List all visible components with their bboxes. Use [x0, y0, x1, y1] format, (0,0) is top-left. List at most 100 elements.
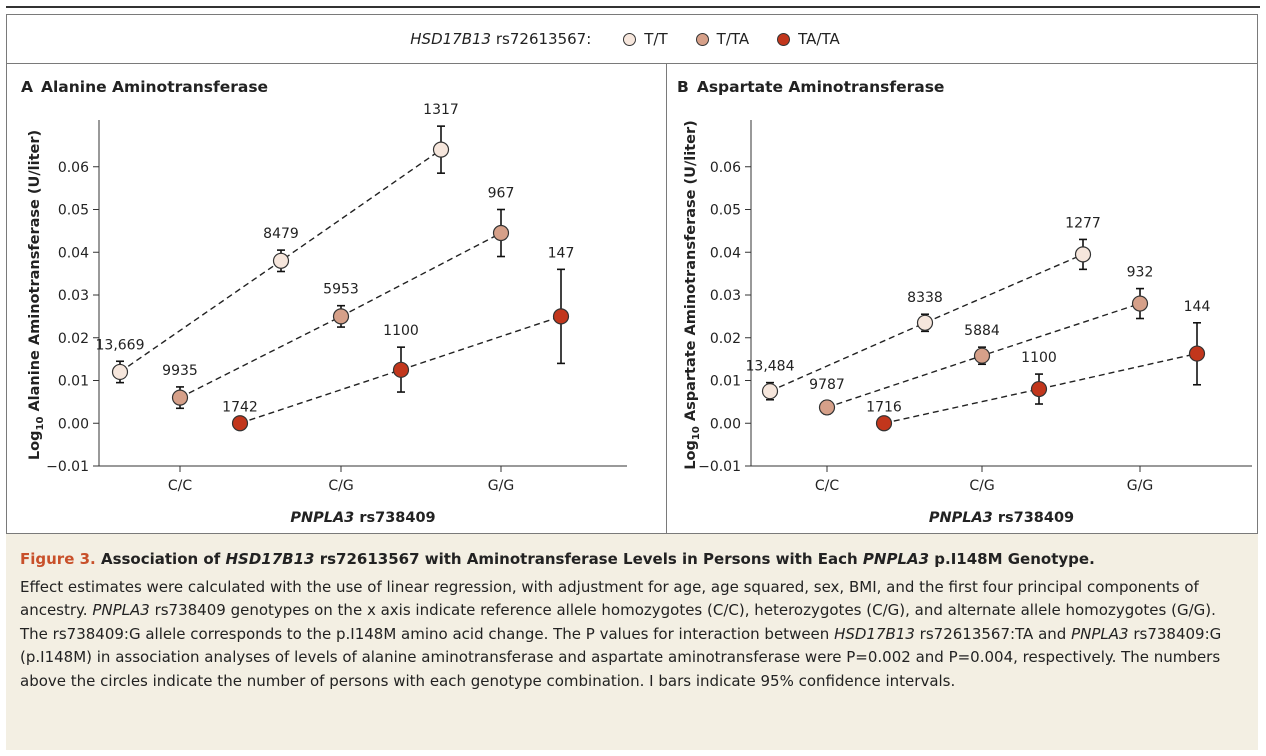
caption-title-gene: HSD17B13: [225, 550, 315, 568]
panel-a-count-label: 8479: [263, 226, 299, 242]
legend-label-tata: TA/TA: [798, 30, 840, 48]
panel-a-y-tick-label: 0.06: [58, 160, 89, 176]
panel-b-data-point: [875, 415, 893, 432]
panel-a-x-tick-label: G/G: [488, 478, 514, 494]
panel-a-count-label: 967: [488, 186, 515, 202]
panel-a-x-tick-label: C/C: [168, 478, 192, 494]
legend-title-snp: rs72613567:: [495, 30, 592, 48]
panel-a-y-tick-label: −0.01: [46, 459, 89, 475]
panel-b-x-label-gene: PNPLA3: [929, 510, 993, 526]
top-rule: [6, 6, 1260, 8]
panel-a-count-label: 1317: [423, 102, 459, 118]
legend-item-tata: TA/TA: [777, 30, 840, 48]
panel-b-y-tick-label: −0.01: [698, 459, 741, 475]
legend-label-tt: T/T: [644, 30, 668, 48]
panel-a-data-point: [492, 224, 510, 242]
panel-b-count-label: 144: [1184, 299, 1211, 315]
figure-caption: Figure 3. Association of HSD17B13 rs7261…: [6, 534, 1258, 750]
caption-body-part: rs738409 genotypes on the x axis indicat…: [20, 601, 1216, 643]
panel-b-y-tick-label: 0.06: [710, 160, 741, 176]
caption-title-part: Association of: [95, 550, 226, 568]
panel-a-x-label-snp: rs738409: [354, 510, 435, 526]
panel-b-y-label-sub: 10: [691, 426, 702, 440]
legend: HSD17B13 rs72613567: T/T T/TA TA/TA: [7, 15, 1257, 64]
panel-divider: [666, 63, 667, 533]
panel-a-data-point: [272, 252, 290, 269]
panel-b-y-tick-label: 0.02: [710, 331, 741, 347]
panel-b-series-line: [883, 352, 1198, 424]
panel-a-y-tick-label: 0.01: [58, 374, 89, 390]
panel-b-y-tick-label: 0.05: [710, 203, 741, 219]
panel-b-chart: B Aspartate Aminotransferase −0.01 0.00 0.01…: [677, 78, 1252, 526]
panel-a-x-label: PNPLA3 rs738409: [290, 510, 435, 526]
panel-b-data-point: [761, 383, 779, 400]
panel-b-count-label: 8338: [907, 290, 943, 306]
panel-a-data-point: [392, 361, 410, 378]
panel-a-x-label-gene: PNPLA3: [290, 510, 354, 526]
figure-frame: HSD17B13 rs72613567: T/T T/TA TA/TA A Ala…: [6, 14, 1258, 534]
panel-b-count-label: 13,484: [746, 359, 795, 375]
legend-marker-tata: [777, 32, 791, 46]
panel-b-data-point: [916, 314, 934, 331]
caption-title-part: p.I148M Genotype.: [929, 550, 1095, 568]
panel-a-y-tick-label: 0.05: [58, 203, 89, 219]
panel-b-y-tick-label: 0.00: [710, 416, 741, 432]
panel-a-title-text: Alanine Aminotransferase: [41, 78, 268, 96]
panel-b-y-label-rest: Aspartate Aminotransferase (U/liter): [683, 120, 699, 426]
panel-a-count-label: 5953: [323, 282, 359, 298]
panel-b-x-tick-label: G/G: [1127, 478, 1153, 494]
legend-item-tta: T/TA: [695, 30, 750, 48]
panel-a-y-label-prefix: Log: [27, 431, 43, 461]
panel-a-y-label-rest: Alanine Aminotransferase (U/liter): [27, 130, 43, 417]
caption-title: Figure 3. Association of HSD17B13 rs7261…: [20, 548, 1244, 572]
panel-b-count-label: 1100: [1021, 350, 1057, 366]
panel-b-y-tick-label: 0.03: [710, 288, 741, 304]
panel-a-title: A Alanine Aminotransferase: [21, 78, 268, 96]
caption-body-gene: PNPLA3: [1071, 624, 1129, 643]
panel-a-count-label: 13,669: [96, 337, 145, 353]
panel-b-data-point: [1074, 246, 1092, 263]
panel-b-data-point: [1131, 295, 1149, 312]
caption-body: Effect estimates were calculated with th…: [20, 576, 1244, 694]
panel-b-count-label: 1716: [866, 399, 902, 415]
panel-a-data-point: [111, 363, 129, 381]
panel-b-data-point: [818, 399, 836, 416]
legend-marker-tta: [695, 32, 709, 46]
panel-a-data-point: [432, 141, 450, 158]
legend-item-tt: T/T: [623, 30, 668, 48]
panel-b-x-label: PNPLA3 rs738409: [929, 510, 1074, 526]
caption-body-part: Effect estimates were calculated with th…: [20, 577, 1199, 620]
panel-a-data-point: [552, 308, 570, 325]
panel-a-data-point: [332, 308, 350, 325]
panel-a-letter: A: [21, 78, 33, 96]
panel-a-y-tick-label: 0.00: [58, 416, 89, 432]
caption-body-gene: PNPLA3: [92, 601, 150, 619]
panel-a-data-point: [171, 389, 189, 406]
panel-a-count-label: 1100: [383, 323, 419, 339]
panel-a-chart: A Alanine Aminotransferase −0.01 0.00 0.01 0.…: [21, 78, 627, 526]
panel-b-y-tick-label: 0.01: [710, 374, 741, 390]
legend-marker-tt: [623, 32, 637, 46]
legend-title-gene: HSD17B13: [410, 30, 492, 48]
panel-b-x-tick-label: C/C: [815, 478, 839, 494]
panel-a-x-tick-label: C/G: [328, 478, 353, 494]
caption-title-gene: PNPLA3: [862, 550, 930, 568]
legend-title: HSD17B13 rs72613567:: [410, 30, 591, 48]
panel-b-count-label: 932: [1127, 265, 1154, 281]
panel-a-y-tick-label: 0.03: [58, 288, 89, 304]
panel-b-title-text: Aspartate Aminotransferase: [697, 78, 945, 96]
panel-b-series-line: [769, 253, 1084, 392]
figure-number: Figure 3.: [20, 550, 96, 568]
panel-b-data-point: [1188, 345, 1206, 362]
panel-a-count-label: 9935: [162, 363, 198, 379]
legend-label-tta: T/TA: [716, 30, 750, 48]
panel-a-count-label: 1742: [222, 399, 258, 415]
panel-b-count-label: 5884: [964, 323, 1000, 339]
caption-body-part: rs72613567:TA and: [914, 624, 1072, 643]
panel-b-count-label: 9787: [809, 377, 845, 393]
panel-b-data-point: [973, 347, 991, 364]
caption-title-part: rs72613567 with Aminotransferase Levels …: [314, 550, 863, 568]
panel-a-y-label: Log10 Alanine Aminotransferase (U/liter): [27, 130, 46, 460]
panel-a-y-tick-label: 0.04: [58, 245, 89, 261]
panel-a-y-tick-label: 0.02: [58, 331, 89, 347]
